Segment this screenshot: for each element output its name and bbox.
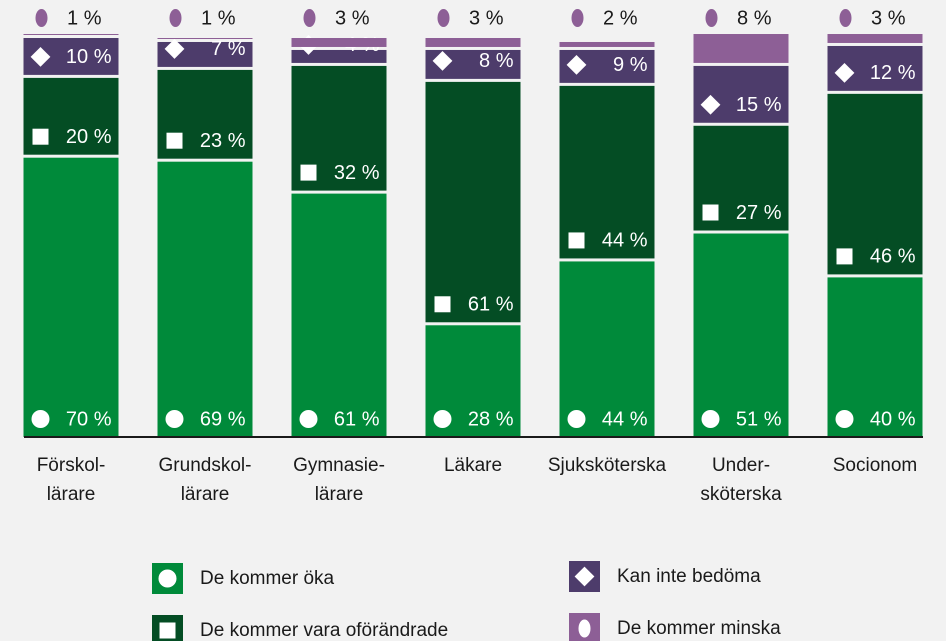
value-label: 20 % (66, 126, 112, 148)
label-icon (839, 9, 852, 27)
legend-label: De kommer vara oförändrade (200, 620, 448, 641)
value-label: 15 % (736, 94, 782, 116)
legend-label: Kan inte bedöma (617, 566, 761, 587)
value-label: 61 % (468, 294, 514, 316)
value-label: 40 % (870, 408, 916, 430)
value-label: 69 % (200, 408, 246, 430)
value-label: 28 % (468, 408, 514, 430)
value-label: 3 % (871, 7, 906, 29)
bar-segment (425, 38, 521, 47)
bar-segment (291, 38, 387, 47)
value-label: 3 % (335, 7, 370, 29)
label-icon (432, 50, 453, 71)
label-icon (300, 164, 317, 181)
legend-label: De kommer öka (200, 568, 335, 589)
label-icon (433, 410, 452, 428)
legend-icon (158, 569, 177, 588)
label-icon (166, 132, 183, 149)
x-tick-label: Socionom (832, 455, 918, 476)
label-icon (701, 410, 720, 428)
value-label: 7 % (211, 38, 246, 60)
value-label: 10 % (66, 46, 112, 68)
label-icon (705, 9, 718, 27)
label-icon (32, 128, 49, 145)
value-label: 8 % (479, 50, 514, 72)
x-tick-label: Läkare (443, 455, 503, 476)
label-icon (31, 410, 50, 428)
bar-segment (157, 161, 253, 437)
bar-segment (693, 34, 789, 63)
value-label: 32 % (334, 162, 380, 184)
x-tick-label: Gymnasie- lärare (293, 455, 385, 505)
value-label: 2 % (603, 7, 638, 29)
bar-segment (693, 233, 789, 437)
label-icon (434, 296, 451, 313)
label-icon (568, 232, 585, 249)
legend-label: De kommer minska (617, 618, 781, 639)
value-label: 61 % (334, 408, 380, 430)
x-tick-label: Förskol- lärare (36, 455, 106, 505)
bar-segment (291, 193, 387, 437)
x-tick-label: Sjuksköterska (547, 455, 667, 476)
value-label: 44 % (602, 230, 648, 252)
value-label: 9 % (613, 54, 648, 76)
bar-segment (23, 157, 119, 437)
bar-segment (425, 81, 521, 323)
value-label: 23 % (200, 130, 246, 152)
value-label: 70 % (66, 408, 112, 430)
label-icon (571, 9, 584, 27)
bar-segment (291, 49, 387, 63)
label-icon (835, 410, 854, 428)
label-icon (35, 9, 48, 27)
value-label: 1 % (67, 7, 102, 29)
value-label: 46 % (870, 246, 916, 268)
value-label: 44 % (602, 408, 648, 430)
value-label: 3 % (469, 7, 504, 29)
value-label: 51 % (736, 408, 782, 430)
legend-icon (574, 566, 595, 587)
label-icon (299, 410, 318, 428)
bar-segment (559, 41, 655, 47)
label-icon (567, 410, 586, 428)
bar-segment (827, 34, 923, 43)
value-label: 1 % (201, 7, 236, 29)
value-label: 8 % (737, 7, 772, 29)
bar-segment (559, 85, 655, 259)
bar-segment (827, 93, 923, 275)
label-icon (169, 9, 182, 27)
value-label: 27 % (736, 202, 782, 224)
label-icon (437, 9, 450, 27)
legend-icon (578, 619, 591, 638)
label-icon (836, 248, 853, 265)
x-tick-label: Grundskol- lärare (158, 455, 252, 505)
x-tick-label: Under- sköterska (700, 455, 782, 505)
label-icon (165, 410, 184, 428)
bar-segment (157, 38, 253, 39)
bar-segment (23, 34, 119, 35)
legend-icon (159, 622, 176, 639)
bar-segment (559, 261, 655, 437)
label-icon (702, 204, 719, 221)
label-icon (303, 9, 316, 27)
value-label: 12 % (870, 62, 916, 84)
